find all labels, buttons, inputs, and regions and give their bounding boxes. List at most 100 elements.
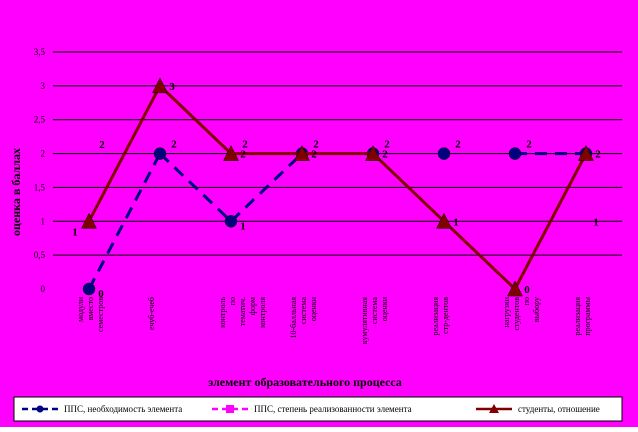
- data-label: 2: [455, 139, 461, 151]
- x-tick-label: реализация: [573, 297, 582, 336]
- x-tick-label: форм: [248, 297, 257, 315]
- x-tick-label-group: 10-балльная система оценки: [289, 296, 318, 338]
- x-tick-label: реализация: [431, 297, 440, 336]
- legend-marker-circle: [36, 405, 44, 413]
- data-label: 2: [313, 139, 319, 151]
- data-label: 2: [240, 149, 246, 161]
- series-line-segment: [229, 152, 304, 223]
- x-tick-label: модули: [76, 296, 85, 322]
- y-tick-label: 2: [41, 149, 46, 159]
- data-label: 2: [311, 149, 317, 161]
- x-tick-label: по: [522, 297, 531, 305]
- data-point-circle: [153, 147, 167, 160]
- legend-label: ППС, необходимость элемента: [64, 404, 182, 414]
- y-tick-label: 0,5: [34, 250, 46, 260]
- x-tick-label: 10-балльная: [289, 297, 298, 339]
- x-tick-label: контроля: [258, 297, 267, 328]
- legend-label: студенты, отношение: [518, 404, 600, 414]
- x-tick-label-group: реализация стр-дентов: [431, 297, 450, 336]
- series-line-segment: [158, 84, 233, 155]
- x-tick-label: оценки: [309, 296, 318, 321]
- data-point-triangle: [507, 280, 523, 297]
- data-point-triangle: [578, 145, 594, 161]
- x-tick-label: оценки: [380, 296, 389, 321]
- data-point-triangle: [152, 77, 168, 94]
- data-label: 2: [526, 139, 532, 151]
- x-tick-label: вместо: [86, 297, 95, 320]
- data-label: 1: [593, 216, 599, 228]
- series-line-segment: [87, 85, 162, 222]
- y-tick-label: 3,5: [34, 47, 46, 57]
- data-label: 1: [72, 226, 78, 238]
- x-tick-label: система: [299, 297, 308, 324]
- x-tick-labels: модули вместо семестров ечуб-ечеб контроль по…: [76, 296, 592, 344]
- series-line-segment: [442, 220, 517, 291]
- data-label: 1: [240, 220, 246, 232]
- legend: ППС, необходимость элемента ППС, степень …: [13, 396, 623, 422]
- x-tick-label: студентов: [512, 297, 521, 331]
- x-tick-label-group: кумулятивная система оценки: [360, 296, 389, 344]
- data-label: 0: [98, 288, 104, 300]
- data-point-triangle: [81, 212, 97, 229]
- data-point-triangle: [294, 145, 310, 161]
- series-line-segment: [158, 152, 233, 223]
- x-tick-label: программы: [583, 296, 592, 335]
- x-tick-label: по: [228, 297, 237, 305]
- x-tick-label-group: контроль по тематич. форм контроля: [218, 297, 267, 328]
- series-line-segment: [513, 152, 588, 290]
- data-point-circle: [508, 147, 522, 160]
- y-tick-label: 0: [41, 284, 46, 294]
- data-label: 2: [99, 139, 105, 151]
- x-tick-label-group: реализация программы: [573, 296, 592, 335]
- legend-marker-triangle: [489, 404, 499, 413]
- x-tick-label-group: ечуб-ечеб: [147, 297, 156, 330]
- x-axis-title: элемент образовательного процесса: [208, 375, 402, 389]
- legend-item-1: ППС, степень реализованности элемента: [212, 404, 412, 414]
- y-tick-label: 3: [41, 81, 46, 91]
- x-tick-label: контроль: [218, 297, 227, 328]
- data-label: 0: [524, 284, 530, 296]
- legend-box: [13, 396, 623, 422]
- series-line-segment: [371, 152, 446, 223]
- data-point-triangle: [436, 212, 452, 229]
- y-tick-labels: 0 0,5 1 1,5 2 2,5 3 3,5: [34, 47, 46, 294]
- x-tick-label: кумулятивная: [360, 297, 369, 344]
- x-tick-label: система: [370, 297, 379, 324]
- y-axis-title: оценка в баллах: [9, 148, 23, 236]
- data-label: 2: [171, 139, 177, 151]
- data-label: 2: [384, 139, 390, 151]
- x-tick-label: стр-дентов: [441, 297, 450, 334]
- data-label: 2: [382, 149, 388, 161]
- x-tick-label: семестров: [96, 297, 105, 332]
- series-line-segment: [87, 152, 162, 290]
- data-point-triangle: [365, 145, 381, 161]
- legend-marker-square: [226, 405, 234, 413]
- series-group: [81, 77, 594, 297]
- legend-item-2: студенты, отношение: [476, 404, 600, 414]
- data-point-circle: [224, 215, 238, 228]
- data-point-triangle: [223, 145, 239, 161]
- x-tick-label: выбору: [532, 297, 541, 322]
- data-point-circle: [82, 282, 96, 296]
- y-tick-label: 2,5: [34, 115, 46, 125]
- data-point-circle: [437, 147, 451, 160]
- data-label: 2: [595, 149, 601, 161]
- x-tick-label: тематич.: [238, 297, 247, 326]
- y-tick-label: 1: [41, 216, 46, 226]
- legend-label: ППС, степень реализованности элемента: [254, 404, 412, 414]
- x-tick-label: ечуб-ечеб: [147, 297, 156, 330]
- gridlines: [53, 51, 622, 256]
- data-label: 1: [453, 216, 459, 228]
- series-2: [81, 77, 594, 297]
- legend-item-0: ППС, необходимость элемента: [22, 404, 182, 414]
- legend-items: ППС, необходимость элемента ППС, степень …: [22, 404, 600, 414]
- data-label: 2: [242, 139, 248, 151]
- y-tick-label: 1,5: [34, 182, 46, 192]
- data-label: 3: [169, 81, 175, 93]
- x-tick-label-group: модули вместо семестров: [76, 296, 105, 332]
- x-tick-label: нагрузки: [502, 296, 511, 327]
